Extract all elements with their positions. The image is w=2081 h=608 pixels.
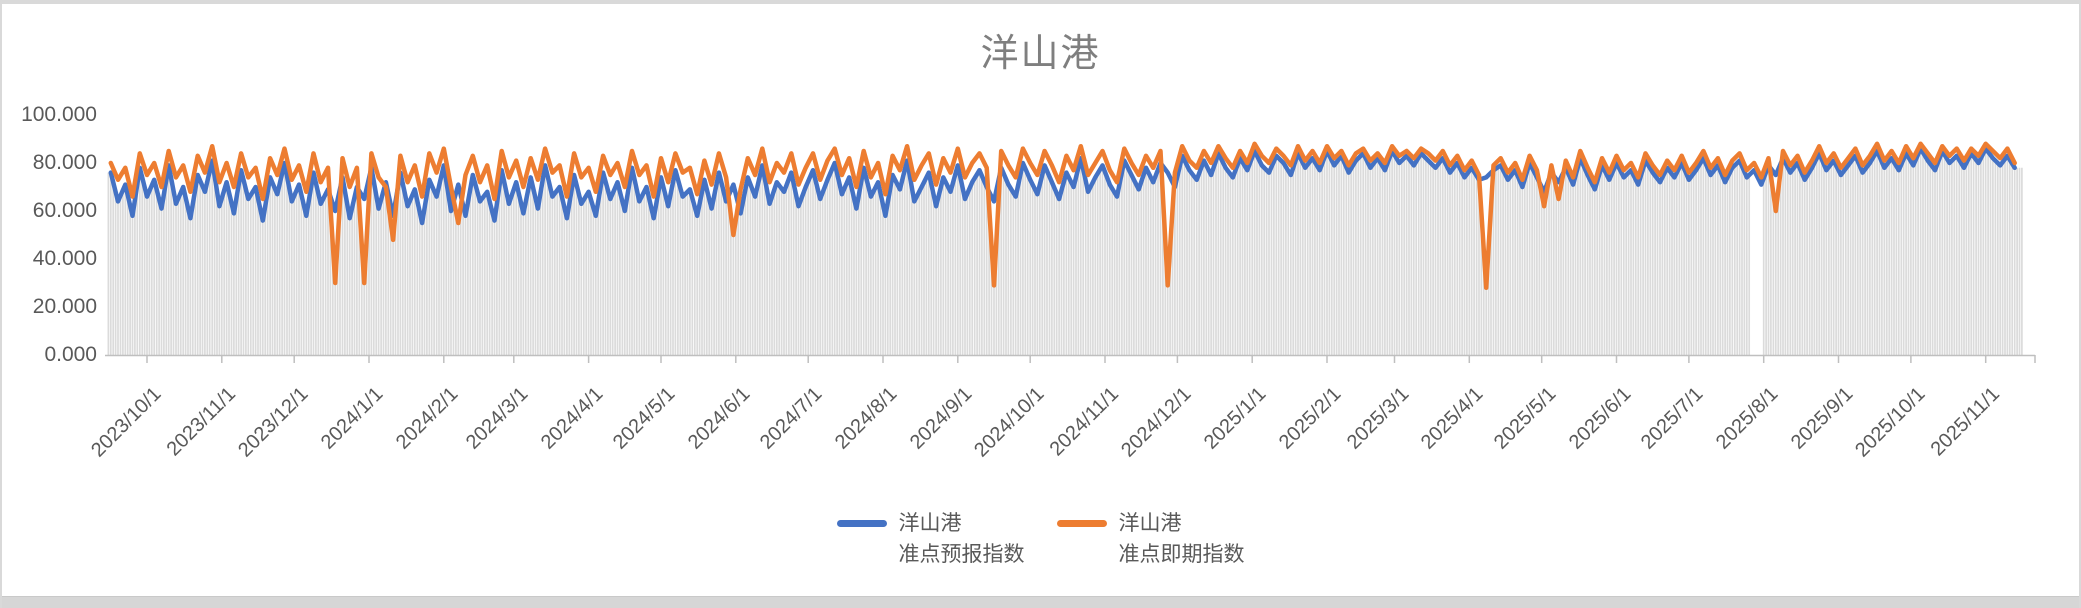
y-axis-tick-label: 80.000: [32, 151, 97, 174]
legend-item-spot[interactable]: 洋山港 准点即期指数: [1056, 508, 1245, 570]
legend: 洋山港 准点预报指数 洋山港 准点即期指数: [836, 508, 1245, 570]
window-edge-bottom: [0, 596, 2081, 608]
background-daily-bars: [107, 148, 2023, 355]
y-axis-tick-label: 0.000: [44, 343, 97, 366]
legend-item-forecast[interactable]: 洋山港 准点预报指数: [836, 508, 1025, 570]
window-edge-top: [0, 0, 2081, 4]
forecast-series-label-line2: 准点预报指数: [898, 543, 1025, 566]
spot-series-line[interactable]: [108, 141, 2017, 291]
y-axis-tick-label: 20.000: [32, 295, 97, 318]
x-axis-line: [105, 354, 2036, 363]
spot-series-swatch: [1056, 520, 1107, 527]
y-axis-tick-label: 40.000: [32, 247, 97, 270]
window-edge-left: [0, 0, 2, 608]
forecast-series-label: 洋山港 准点预报指数: [899, 508, 1025, 570]
window-edge-right: [2079, 0, 2081, 608]
chart-title: 洋山港: [980, 33, 1101, 75]
y-axis-tick-label: 100.000: [21, 103, 97, 126]
spot-series-label-line2: 准点即期指数: [1118, 543, 1245, 566]
spot-series-label-line1: 洋山港: [1118, 512, 1182, 535]
forecast-series-label-line1: 洋山港: [898, 512, 962, 535]
y-axis-tick-label: 60.000: [32, 199, 97, 222]
forecast-series-swatch: [836, 520, 887, 527]
spot-series-label: 洋山港 准点即期指数: [1119, 508, 1245, 570]
forecast-series-line[interactable]: [108, 146, 2017, 226]
